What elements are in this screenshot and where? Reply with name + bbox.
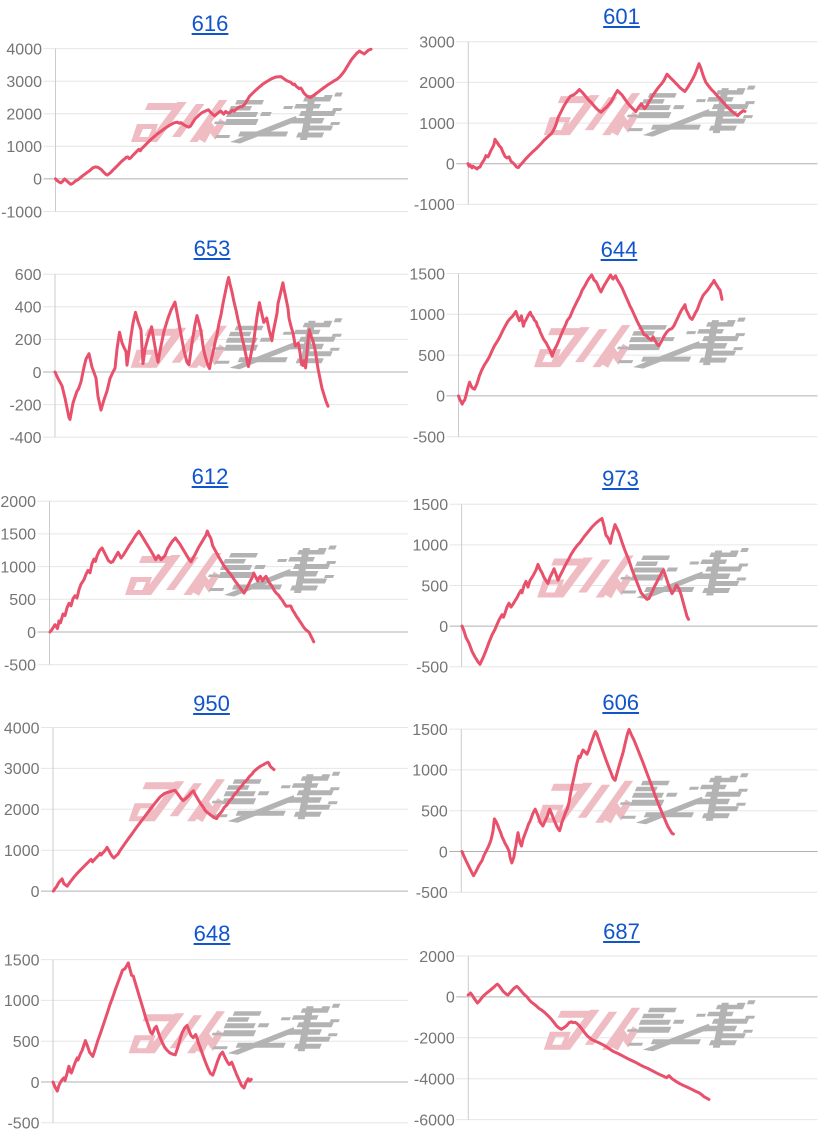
svg-text:0: 0 bbox=[439, 844, 448, 861]
svg-text:3000: 3000 bbox=[6, 74, 42, 91]
svg-text:-500: -500 bbox=[413, 430, 445, 447]
svg-text:200: 200 bbox=[15, 332, 42, 349]
svg-text:0: 0 bbox=[31, 884, 40, 901]
svg-text:2000: 2000 bbox=[4, 802, 40, 819]
svg-text:1000: 1000 bbox=[4, 993, 40, 1010]
svg-text:1500: 1500 bbox=[409, 266, 445, 283]
svg-text:2000: 2000 bbox=[419, 949, 455, 966]
svg-text:500: 500 bbox=[9, 592, 36, 609]
svg-text:1000: 1000 bbox=[409, 307, 445, 324]
svg-text:1000: 1000 bbox=[0, 559, 36, 576]
svg-text:0: 0 bbox=[446, 990, 455, 1007]
svg-text:-1000: -1000 bbox=[414, 197, 455, 214]
svg-text:1500: 1500 bbox=[0, 527, 36, 544]
svg-text:0: 0 bbox=[33, 365, 42, 382]
svg-text:1000: 1000 bbox=[413, 538, 449, 555]
svg-text:-200: -200 bbox=[9, 397, 41, 414]
svg-text:1500: 1500 bbox=[4, 952, 40, 969]
svg-text:-500: -500 bbox=[7, 1116, 39, 1133]
svg-text:1500: 1500 bbox=[413, 497, 449, 514]
svg-text:-500: -500 bbox=[416, 885, 448, 902]
svg-text:500: 500 bbox=[421, 804, 448, 821]
svg-text:3000: 3000 bbox=[419, 35, 455, 52]
svg-text:-1000: -1000 bbox=[1, 204, 42, 221]
svg-text:1000: 1000 bbox=[6, 139, 42, 156]
svg-text:1500: 1500 bbox=[412, 722, 448, 739]
svg-text:500: 500 bbox=[13, 1034, 40, 1051]
svg-text:600: 600 bbox=[15, 267, 42, 284]
svg-text:1000: 1000 bbox=[412, 763, 448, 780]
svg-text:1000: 1000 bbox=[4, 843, 40, 860]
svg-text:2000: 2000 bbox=[419, 75, 455, 92]
svg-text:4000: 4000 bbox=[4, 720, 40, 737]
svg-text:0: 0 bbox=[27, 625, 36, 642]
svg-text:3000: 3000 bbox=[4, 761, 40, 778]
svg-text:-500: -500 bbox=[4, 658, 36, 675]
svg-text:500: 500 bbox=[421, 578, 448, 595]
svg-text:-400: -400 bbox=[9, 430, 41, 447]
svg-text:-500: -500 bbox=[416, 660, 448, 677]
svg-text:-4000: -4000 bbox=[414, 1072, 455, 1089]
svg-text:400: 400 bbox=[15, 300, 42, 317]
svg-text:500: 500 bbox=[418, 348, 445, 365]
svg-text:0: 0 bbox=[436, 389, 445, 406]
svg-text:2000: 2000 bbox=[6, 107, 42, 124]
svg-text:0: 0 bbox=[33, 172, 42, 189]
svg-text:-2000: -2000 bbox=[414, 1031, 455, 1048]
svg-text:0: 0 bbox=[439, 619, 448, 636]
svg-text:-6000: -6000 bbox=[414, 1112, 455, 1129]
svg-text:2000: 2000 bbox=[0, 494, 36, 511]
svg-text:1000: 1000 bbox=[419, 116, 455, 133]
svg-text:0: 0 bbox=[446, 157, 455, 174]
svg-text:0: 0 bbox=[31, 1075, 40, 1092]
svg-text:4000: 4000 bbox=[6, 41, 42, 58]
